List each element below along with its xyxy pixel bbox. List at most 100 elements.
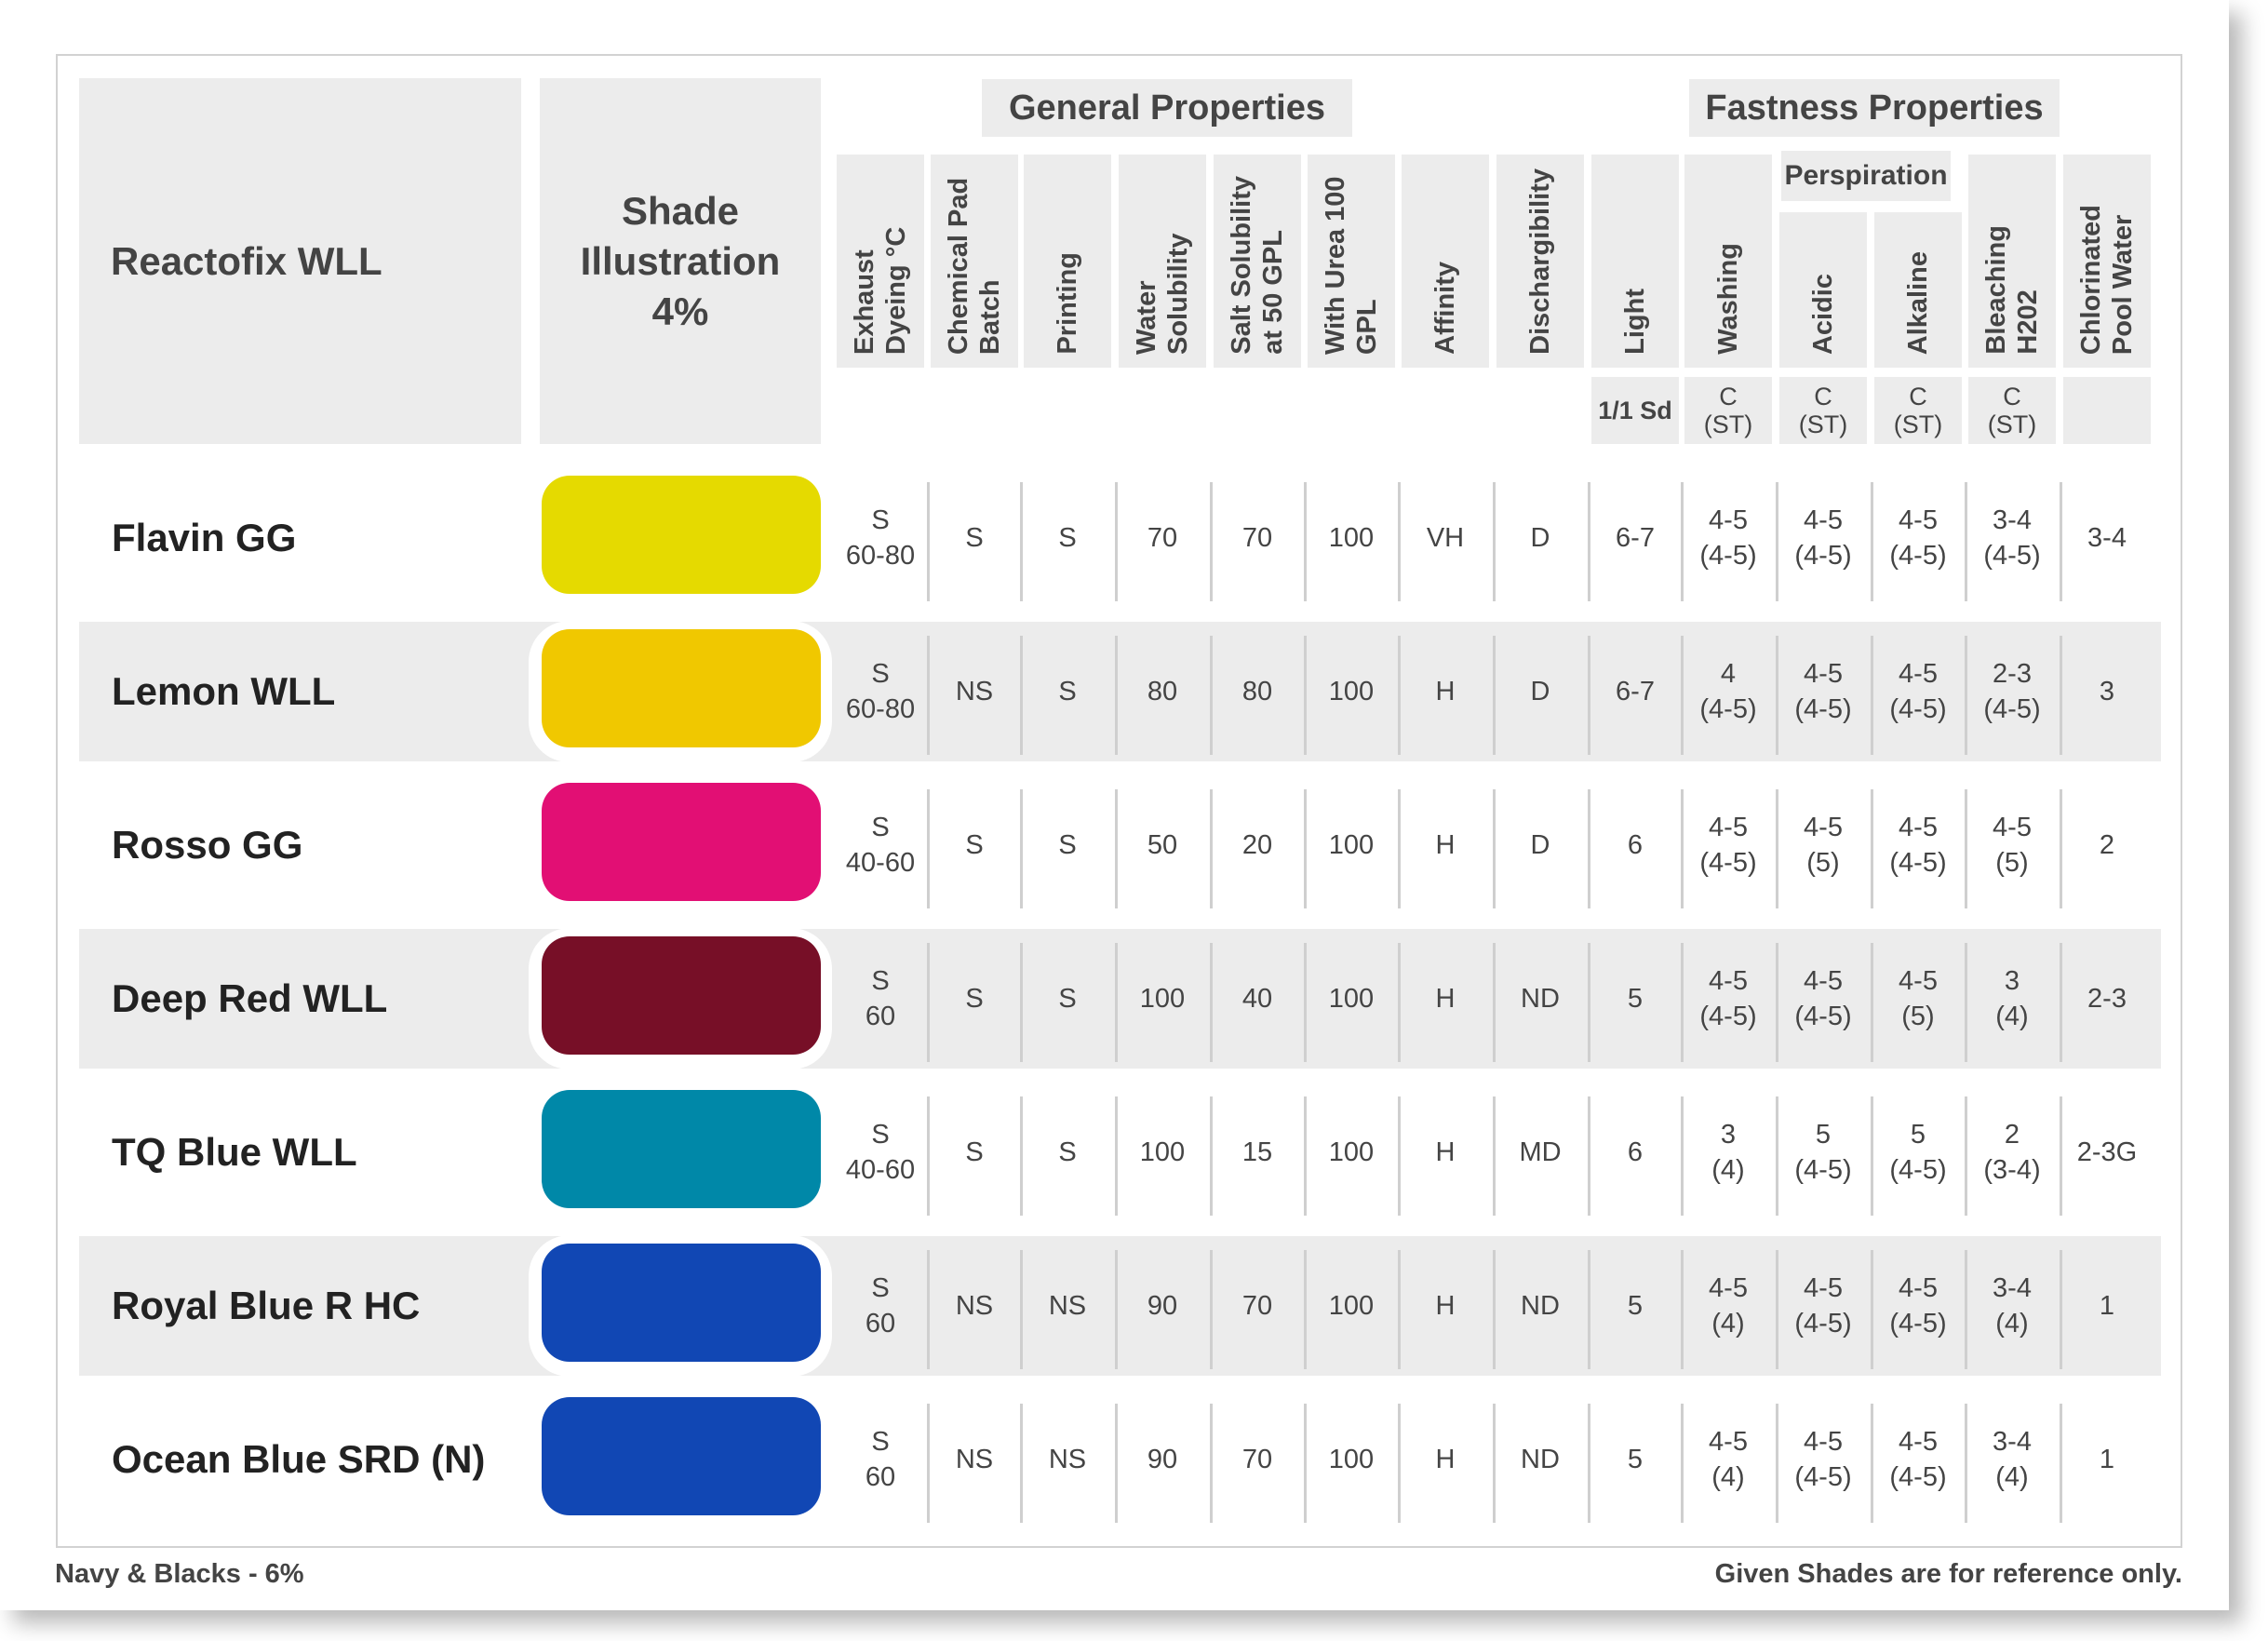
shade-header-line-1: Shade bbox=[621, 188, 740, 233]
column-header-label: Chlorinated Pool Water bbox=[2076, 204, 2138, 355]
table-cell: 80 bbox=[1147, 677, 1178, 706]
table-cell: S bbox=[1058, 677, 1077, 706]
table-cell: ND bbox=[1521, 1445, 1560, 1474]
brand-title: Reactofix WLL bbox=[79, 78, 521, 444]
table-cell: 4 (4-5) bbox=[1699, 659, 1757, 724]
table-cell: H bbox=[1435, 984, 1456, 1014]
shade-swatch bbox=[542, 936, 821, 1055]
column-header-water-solubility: Water Solubility bbox=[1119, 155, 1206, 368]
table-cell: 4-5 (4-5) bbox=[1794, 966, 1852, 1031]
table-cell: 4-5 (4-5) bbox=[1794, 1427, 1852, 1492]
cell-divider bbox=[1115, 1250, 1118, 1369]
cell-divider bbox=[1871, 482, 1873, 601]
cell-divider bbox=[1965, 1404, 1967, 1523]
table-cell: 5 (4-5) bbox=[1794, 1120, 1852, 1185]
table-cell: D bbox=[1530, 677, 1550, 706]
cell-divider bbox=[1681, 482, 1684, 601]
shade-swatch bbox=[542, 1090, 821, 1208]
cell-divider bbox=[1398, 636, 1401, 755]
cell-divider bbox=[927, 943, 930, 1062]
table-cell: NS bbox=[955, 1291, 994, 1321]
table-cell: 4-5 (4-5) bbox=[1794, 1273, 1852, 1338]
table-cell: 2 (3-4) bbox=[1983, 1120, 2041, 1185]
shade-swatch bbox=[542, 1397, 821, 1515]
table-cell: 100 bbox=[1328, 984, 1375, 1014]
shade-illustration-header: Shade Illustration 4% bbox=[540, 78, 821, 444]
table-cell: 2 bbox=[2099, 830, 2115, 860]
table-cell: 4-5 (4-5) bbox=[1889, 659, 1947, 724]
cell-divider bbox=[1210, 482, 1213, 601]
cell-divider bbox=[927, 636, 930, 755]
table-cell: S bbox=[965, 1137, 984, 1167]
cell-divider bbox=[1115, 1096, 1118, 1216]
cell-divider bbox=[1493, 482, 1496, 601]
column-header-label: Washing bbox=[1713, 243, 1743, 355]
cell-divider bbox=[1493, 1096, 1496, 1216]
column-header-label: With Urea 100 GPL bbox=[1321, 176, 1382, 355]
cell-divider bbox=[2060, 1404, 2062, 1523]
column-header-chlorinated-pool-water: Chlorinated Pool Water bbox=[2063, 155, 2151, 368]
cell-divider bbox=[1304, 789, 1307, 908]
cell-divider bbox=[1115, 943, 1118, 1062]
table-cell: 70 bbox=[1241, 523, 1273, 553]
cell-divider bbox=[1398, 482, 1401, 601]
cell-divider bbox=[1115, 636, 1118, 755]
table-cell: S 60 bbox=[865, 1427, 896, 1492]
cell-divider bbox=[1210, 943, 1213, 1062]
cell-divider bbox=[1776, 1096, 1778, 1216]
table-cell: 100 bbox=[1328, 1137, 1375, 1167]
table-cell: S bbox=[1058, 523, 1077, 553]
column-header-label: Alkaline bbox=[1903, 250, 1933, 355]
row-band bbox=[79, 1236, 2161, 1376]
column-header-with-urea-100-gpl: With Urea 100 GPL bbox=[1308, 155, 1395, 368]
table-cell: 90 bbox=[1147, 1291, 1178, 1321]
cell-divider bbox=[1776, 482, 1778, 601]
column-header-washing: Washing bbox=[1684, 155, 1772, 368]
table-cell: 4-5 (4-5) bbox=[1889, 1273, 1947, 1338]
table-cell: S 60-80 bbox=[845, 505, 916, 571]
table-cell: 3-4 (4) bbox=[1993, 1427, 2032, 1492]
cell-divider bbox=[1681, 943, 1684, 1062]
shade-swatch bbox=[542, 1244, 821, 1362]
cell-divider bbox=[1965, 482, 1967, 601]
table-cell: 5 bbox=[1627, 1445, 1644, 1474]
cell-divider bbox=[1210, 1096, 1213, 1216]
table-cell: 4-5 (5) bbox=[1804, 813, 1843, 878]
table-cell: 4-5 (4-5) bbox=[1889, 1427, 1947, 1492]
fastness-properties-header: Fastness Properties bbox=[1689, 79, 2060, 137]
cell-divider bbox=[1776, 1404, 1778, 1523]
cell-divider bbox=[1398, 1250, 1401, 1369]
row-name-rosso-gg: Rosso GG bbox=[112, 823, 303, 867]
cell-divider bbox=[1020, 789, 1023, 908]
table-cell: H bbox=[1435, 1445, 1456, 1474]
table-cell: ND bbox=[1521, 984, 1560, 1014]
table-cell: 4-5 (4) bbox=[1709, 1427, 1748, 1492]
table-cell: 6 bbox=[1627, 830, 1644, 860]
cell-divider bbox=[1588, 636, 1590, 755]
table-cell: H bbox=[1435, 1137, 1456, 1167]
cell-divider bbox=[1965, 789, 1967, 908]
table-cell: S bbox=[965, 830, 984, 860]
table-cell: S bbox=[1058, 830, 1077, 860]
cell-divider bbox=[1304, 1404, 1307, 1523]
footer-note-right: Given Shades are for reference only. bbox=[1714, 1559, 2182, 1589]
table-cell: 40 bbox=[1241, 984, 1273, 1014]
cell-divider bbox=[1210, 1404, 1213, 1523]
table-cell: 3 (4) bbox=[1995, 966, 2029, 1031]
cell-divider bbox=[1304, 636, 1307, 755]
table-cell: 2-3 (4-5) bbox=[1983, 659, 2041, 724]
cell-divider bbox=[2060, 943, 2062, 1062]
table-cell: D bbox=[1530, 523, 1550, 553]
table-cell: D bbox=[1530, 830, 1550, 860]
cell-divider bbox=[1681, 636, 1684, 755]
table-cell: 6-7 bbox=[1616, 677, 1655, 706]
column-header-label: Chemical Pad Batch bbox=[944, 177, 1005, 355]
table-cell: 4-5 (4-5) bbox=[1794, 505, 1852, 571]
cell-divider bbox=[1115, 789, 1118, 908]
table-cell: 3 bbox=[2099, 677, 2115, 706]
column-unit: C (ST) bbox=[1874, 377, 1962, 444]
table-cell: NS bbox=[955, 677, 994, 706]
table-cell: S 60 bbox=[865, 1273, 896, 1338]
cell-divider bbox=[927, 1096, 930, 1216]
cell-divider bbox=[1776, 1250, 1778, 1369]
